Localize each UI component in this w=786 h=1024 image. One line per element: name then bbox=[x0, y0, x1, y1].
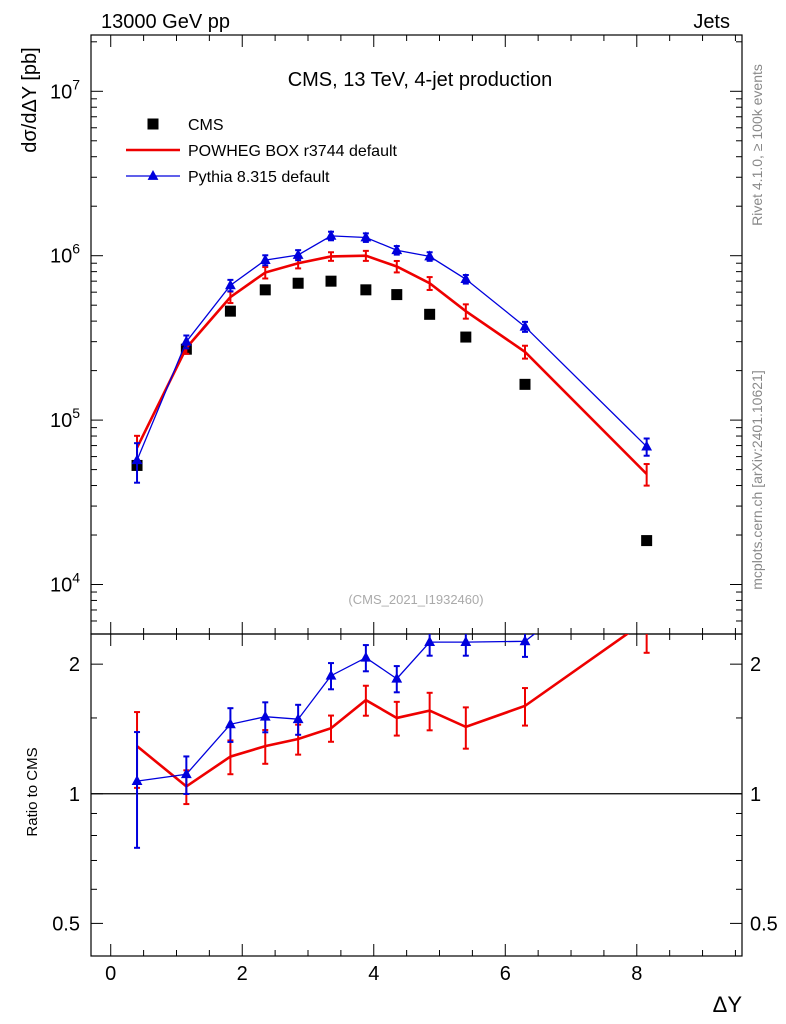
ratio-tick-label-right: 2 bbox=[750, 654, 761, 676]
data-point-pythia bbox=[225, 279, 236, 290]
y-tick-exp: 6 bbox=[72, 241, 80, 257]
data-point-pythia bbox=[292, 248, 304, 259]
ratio-tick-label: 1 bbox=[69, 784, 80, 806]
main-plot-area bbox=[131, 229, 653, 547]
ratio-point-pythia bbox=[131, 775, 143, 786]
ratio-point-pythia bbox=[180, 768, 192, 779]
data-point-pythia bbox=[460, 273, 472, 284]
data-point-pythia bbox=[131, 454, 143, 465]
ratio-tick-label: 2 bbox=[69, 654, 80, 676]
data-point-pythia bbox=[641, 440, 653, 451]
ratio-point-pythia bbox=[460, 636, 472, 647]
ratio-line-pythia bbox=[136, 634, 536, 782]
x-tick-label: 0 bbox=[105, 963, 116, 985]
y-tick-base: 10 bbox=[50, 575, 72, 597]
x-tick-label: 8 bbox=[631, 963, 642, 985]
legend-marker-data bbox=[147, 118, 159, 130]
data-point-data bbox=[460, 331, 472, 343]
legend: CMS POWHEG BOX r3744 default Pythia 8.315 … bbox=[126, 117, 398, 186]
data-point-pythia bbox=[180, 335, 192, 346]
y-tick-base: 10 bbox=[50, 246, 72, 268]
legend-label-pythia: Pythia 8.315 default bbox=[188, 169, 330, 186]
data-point-data bbox=[391, 289, 403, 301]
x-axis-label: ΔY bbox=[713, 992, 743, 1017]
legend-label-powheg: POWHEG BOX r3744 default bbox=[188, 143, 398, 160]
y-tick-exp: 7 bbox=[72, 76, 80, 92]
data-point-pythia bbox=[519, 320, 531, 331]
header-left: 13000 GeV pp bbox=[101, 11, 230, 33]
data-point-data bbox=[424, 308, 436, 320]
ratio-point-pythia bbox=[325, 669, 337, 680]
y-tick-label: 106 bbox=[50, 241, 80, 268]
x-tick-label: 6 bbox=[500, 963, 511, 985]
ratio-point-pythia bbox=[391, 672, 403, 683]
analysis-id: (CMS_2021_I1932460) bbox=[348, 592, 483, 607]
y-axis-label: dσ/dΔY [pb] bbox=[19, 47, 41, 152]
legend-marker-pythia bbox=[147, 170, 159, 180]
y-tick-label: 105 bbox=[50, 405, 80, 432]
ratio-line-powheg bbox=[136, 634, 630, 789]
series-line-powheg bbox=[135, 254, 648, 475]
ratio-tick-label: 0.5 bbox=[52, 913, 80, 935]
ratio-tick-label-right: 1 bbox=[750, 784, 761, 806]
y-tick-label: 104 bbox=[50, 570, 80, 597]
x-tick-label: 4 bbox=[368, 963, 379, 985]
data-point-pythia bbox=[325, 229, 337, 240]
ratio-tick-label-right: 0.5 bbox=[750, 913, 778, 935]
ratio-panel: 0 2 4 6 8 0.5 0.5 1 1 2 2 bbox=[52, 633, 778, 985]
ratio-frame bbox=[90, 633, 743, 957]
side-label-bottom: mcplots.cern.ch [arXiv:2401.10621] bbox=[749, 370, 765, 589]
chart-title: CMS, 13 TeV, 4-jet production bbox=[288, 69, 553, 91]
y-tick-label: 107 bbox=[50, 76, 80, 103]
data-point-pythia bbox=[424, 250, 436, 261]
data-point-data bbox=[259, 284, 271, 296]
y-tick-base: 10 bbox=[50, 81, 72, 103]
ratio-point-pythia bbox=[519, 635, 531, 646]
data-point-pythia bbox=[391, 244, 403, 255]
ratio-plot-area bbox=[131, 634, 650, 849]
data-point-data bbox=[325, 275, 337, 287]
ratio-point-pythia bbox=[225, 718, 236, 729]
ratio-y-axis-label: Ratio to CMS bbox=[24, 747, 41, 836]
data-point-data bbox=[519, 378, 531, 390]
y-tick-exp: 4 bbox=[72, 570, 80, 586]
data-point-data bbox=[224, 305, 236, 317]
series-line-pythia bbox=[136, 235, 648, 461]
legend-label-data: CMS bbox=[188, 117, 224, 134]
ratio-point-pythia bbox=[292, 713, 304, 724]
y-tick-base: 10 bbox=[50, 410, 72, 432]
ratio-point-pythia bbox=[424, 636, 436, 647]
data-point-data bbox=[292, 277, 304, 289]
data-point-data bbox=[360, 284, 372, 296]
data-point-pythia bbox=[259, 254, 271, 265]
side-label-top: Rivet 4.1.0, ≥ 100k events bbox=[749, 64, 765, 226]
x-tick-label: 2 bbox=[237, 963, 248, 985]
data-point-data bbox=[641, 535, 653, 547]
ratio-point-pythia bbox=[360, 651, 372, 662]
header-right: Jets bbox=[693, 11, 730, 33]
ratio-point-pythia bbox=[259, 710, 271, 721]
data-point-pythia bbox=[360, 231, 372, 242]
y-tick-exp: 5 bbox=[72, 405, 80, 421]
